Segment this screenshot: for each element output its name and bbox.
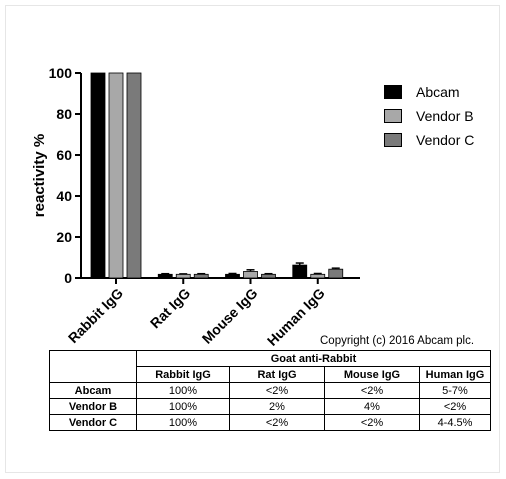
y-tick-label: 100 <box>49 65 73 81</box>
table-cell: 100% <box>136 414 230 431</box>
y-tick-label: 20 <box>56 229 72 245</box>
legend-swatch-vendor-c <box>384 133 402 147</box>
column-header: Mouse IgG <box>324 366 420 383</box>
bar-abcam <box>225 273 240 279</box>
column-header: Rat IgG <box>229 366 325 383</box>
bar-vendor-c <box>328 268 344 279</box>
table-corner-cell <box>49 350 137 383</box>
bar-vendor-c <box>261 273 276 279</box>
table-cell: 5-7% <box>419 382 491 399</box>
bar-abcam <box>292 264 308 279</box>
legend-swatch-vendor-b <box>384 109 402 123</box>
copyright-text: Copyright (c) 2016 Abcam plc. <box>320 335 475 347</box>
reactivity-table: Goat anti-Rabbit Rabbit IgG Rat IgG Mous… <box>49 350 491 431</box>
bar-abcam <box>90 72 106 279</box>
table-cell: <2% <box>229 414 325 431</box>
table-cell: <2% <box>419 398 491 415</box>
bar-vendor-c <box>126 72 142 279</box>
legend-item-abcam: Abcam <box>384 80 474 104</box>
table-cell: <2% <box>324 382 420 399</box>
table-cell: <2% <box>229 382 325 399</box>
table-cell: 100% <box>136 398 230 415</box>
table-row: Vendor B 100% 2% 4% <2% <box>49 398 491 415</box>
figure-frame <box>5 5 500 473</box>
row-label: Vendor B <box>49 398 137 415</box>
column-header: Human IgG <box>419 366 491 383</box>
legend-label-abcam: Abcam <box>416 84 460 100</box>
legend-swatch-abcam <box>384 85 402 99</box>
table-group-header: Goat anti-Rabbit <box>136 350 491 367</box>
row-label: Abcam <box>49 382 137 399</box>
bar-abcam <box>157 273 173 279</box>
x-tick-label: Rat IgG <box>147 285 194 332</box>
table-cell: 4% <box>324 398 420 415</box>
row-label: Vendor C <box>49 414 137 431</box>
x-tick-label: Human IgG <box>264 285 328 349</box>
table-cell: 2% <box>229 398 325 415</box>
table-cell: 4-4.5% <box>419 414 491 431</box>
x-tick-label: Rabbit IgG <box>65 285 126 346</box>
legend-item-vendor-b: Vendor B <box>384 104 474 128</box>
bar-vendor-b <box>310 273 326 279</box>
bar-vendor-c <box>193 273 209 279</box>
table-cell: <2% <box>324 414 420 431</box>
y-axis-label: reactivity % <box>31 134 48 217</box>
legend-label-vendor-b: Vendor B <box>416 108 474 124</box>
y-tick-label: 80 <box>56 106 72 122</box>
y-tick-label: 40 <box>56 188 72 204</box>
table-group-row: Goat anti-Rabbit <box>49 350 491 383</box>
legend-label-vendor-c: Vendor C <box>416 132 475 148</box>
bar-vendor-b <box>243 271 258 279</box>
bar-vendor-b <box>108 72 124 279</box>
bar-vendor-b <box>175 273 191 279</box>
y-tick-label: 60 <box>56 147 72 163</box>
y-tick-label: 0 <box>64 270 72 286</box>
column-header: Rabbit IgG <box>136 366 230 383</box>
legend: Abcam Vendor B Vendor C <box>384 80 474 152</box>
table-header-row: Rabbit IgG Rat IgG Mouse IgG Human IgG <box>50 366 491 383</box>
table-cell: 100% <box>136 382 230 399</box>
x-tick-label: Mouse IgG <box>199 285 261 347</box>
table-row: Abcam 100% <2% <2% 5-7% <box>49 382 491 399</box>
table-row: Vendor C 100% <2% <2% 4-4.5% <box>49 414 491 431</box>
legend-item-vendor-c: Vendor C <box>384 128 474 152</box>
